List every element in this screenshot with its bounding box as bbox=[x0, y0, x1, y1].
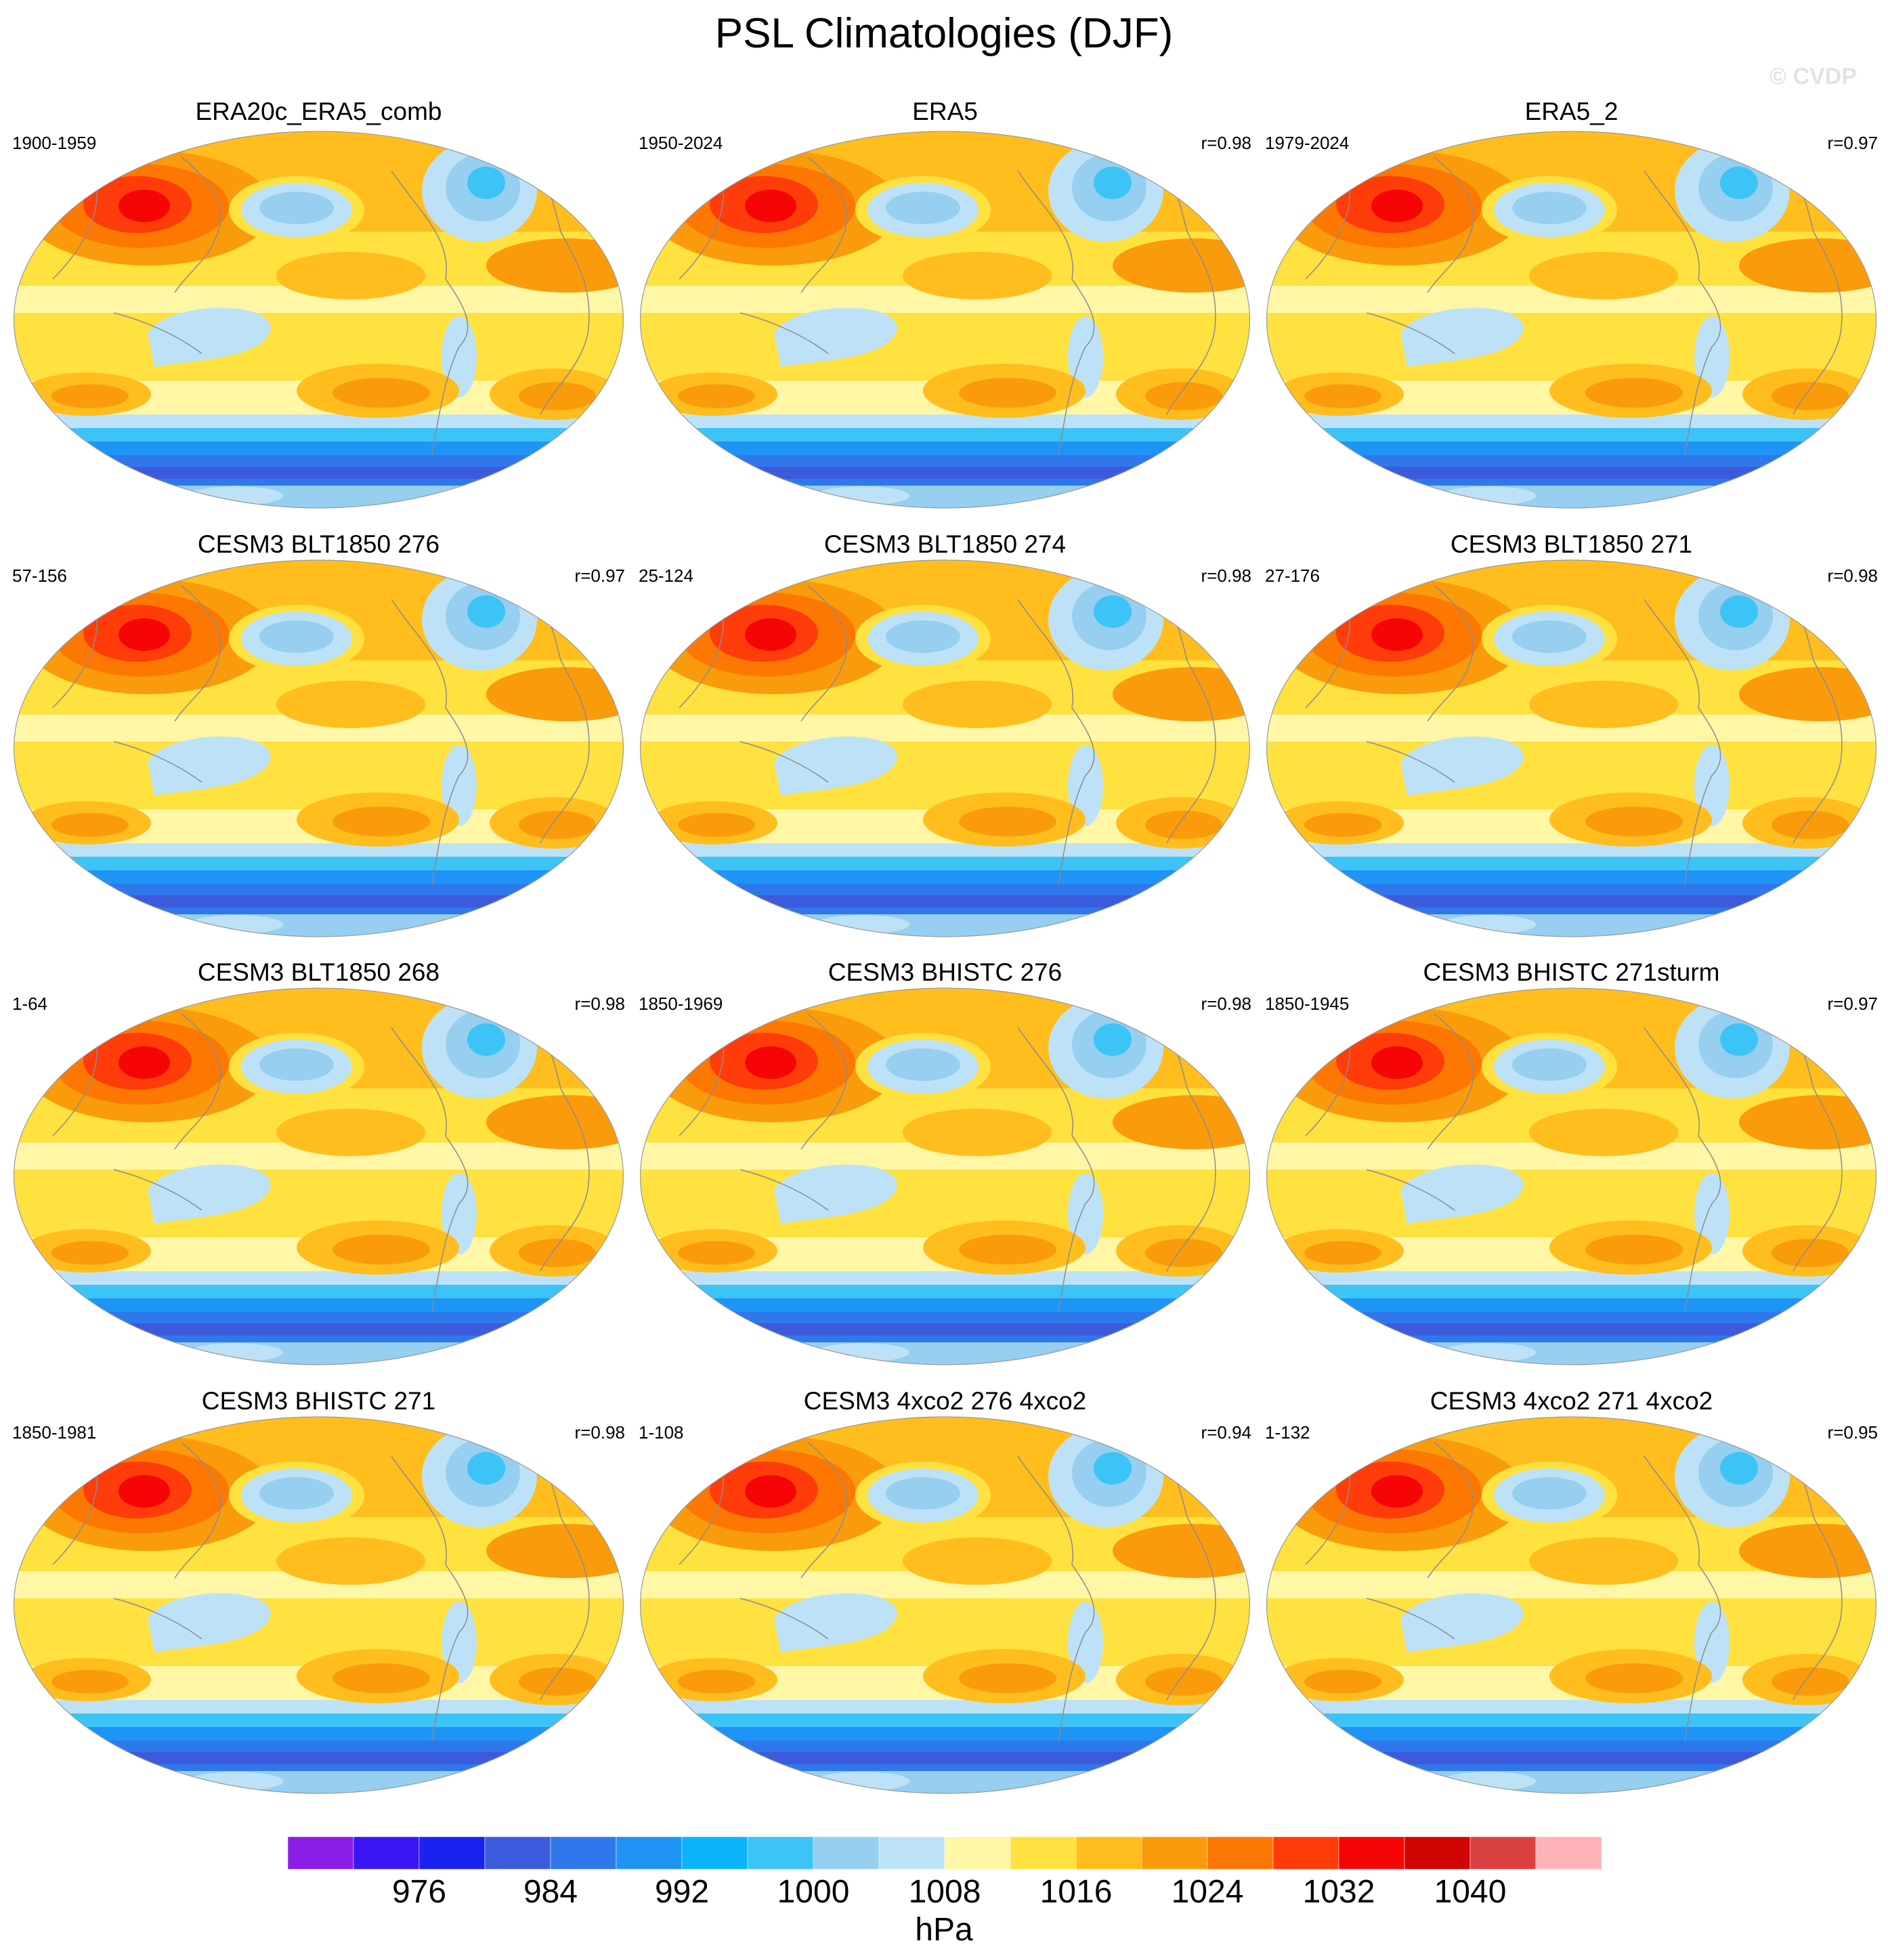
panel-period: 57-156 bbox=[12, 566, 67, 586]
panel-period: 1950-2024 bbox=[639, 133, 723, 153]
colorbar-swatch bbox=[1010, 1837, 1077, 1870]
psl-map bbox=[13, 131, 624, 509]
colorbar-swatch bbox=[484, 1837, 551, 1870]
panel-correlation: r=0.98 bbox=[574, 1422, 625, 1443]
colorbar-units: hPa bbox=[915, 1912, 973, 1948]
colorbar-tick-label: 1008 bbox=[908, 1874, 981, 1910]
panel-correlation: r=0.98 bbox=[574, 994, 625, 1014]
panel-period: 1-132 bbox=[1265, 1422, 1310, 1443]
panel-period: 1850-1945 bbox=[1265, 994, 1350, 1014]
watermark: © CVDP bbox=[1769, 64, 1857, 89]
panel-correlation: r=0.97 bbox=[574, 566, 625, 586]
colorbar-swatch bbox=[681, 1837, 748, 1870]
panel-correlation: r=0.95 bbox=[1827, 1422, 1878, 1443]
colorbar-swatch bbox=[1075, 1837, 1142, 1870]
panel-period: 1-108 bbox=[639, 1422, 684, 1443]
colorbar-swatch bbox=[1141, 1837, 1208, 1870]
panel-period: 1850-1981 bbox=[12, 1422, 97, 1443]
panel-correlation: r=0.97 bbox=[1827, 133, 1878, 153]
psl-map bbox=[1266, 559, 1877, 937]
psl-map bbox=[1266, 987, 1877, 1365]
colorbar-tick-label: 1024 bbox=[1171, 1874, 1244, 1910]
colorbar-tick-label: 984 bbox=[523, 1874, 578, 1910]
panel-title: CESM3 BHISTC 271sturm bbox=[1423, 958, 1720, 986]
colorbar-swatch bbox=[1207, 1837, 1274, 1870]
colorbar-swatch bbox=[288, 1837, 354, 1870]
colorbar-swatch bbox=[944, 1837, 1011, 1870]
panel-title: CESM3 BHISTC 271 bbox=[201, 1387, 436, 1415]
psl-map bbox=[13, 559, 624, 937]
colorbar-tick-label: 1040 bbox=[1434, 1874, 1507, 1910]
psl-map bbox=[639, 559, 1251, 937]
panel-title: CESM3 4xco2 271 4xco2 bbox=[1430, 1387, 1713, 1415]
panel-correlation: r=0.98 bbox=[1201, 566, 1251, 586]
psl-map bbox=[1266, 131, 1877, 509]
psl-map bbox=[1266, 1416, 1877, 1794]
panel-title: ERA5_2 bbox=[1524, 98, 1618, 125]
colorbar-tick-label: 1032 bbox=[1302, 1874, 1375, 1910]
colorbar-swatch bbox=[747, 1837, 814, 1870]
panel-correlation: r=0.98 bbox=[1827, 566, 1878, 586]
panel-period: 1-64 bbox=[12, 994, 48, 1014]
colorbar-swatch bbox=[550, 1837, 617, 1870]
panel-correlation: r=0.98 bbox=[1201, 994, 1251, 1014]
colorbar-tick-label: 1016 bbox=[1039, 1874, 1113, 1910]
colorbar-swatch bbox=[616, 1837, 683, 1870]
panel-title: ERA20c_ERA5_comb bbox=[195, 98, 442, 125]
colorbar bbox=[288, 1837, 1602, 1870]
colorbar-swatch bbox=[1535, 1837, 1602, 1870]
colorbar-tick-label: 992 bbox=[654, 1874, 710, 1910]
psl-map bbox=[639, 1416, 1251, 1794]
panel-period: 1850-1969 bbox=[639, 994, 723, 1014]
colorbar-swatch bbox=[1272, 1837, 1339, 1870]
colorbar-swatch bbox=[419, 1837, 486, 1870]
colorbar-swatch bbox=[1404, 1837, 1471, 1870]
panel-title: CESM3 BLT1850 268 bbox=[197, 958, 440, 986]
colorbar-tick-label: 1000 bbox=[777, 1874, 850, 1910]
colorbar-swatch bbox=[1338, 1837, 1405, 1870]
colorbar-swatch bbox=[353, 1837, 420, 1870]
panel-correlation: r=0.94 bbox=[1201, 1422, 1251, 1443]
psl-map bbox=[13, 987, 624, 1365]
panel-period: 27-176 bbox=[1265, 566, 1320, 586]
panel-title: CESM3 BLT1850 276 bbox=[197, 530, 440, 558]
colorbar-swatch bbox=[878, 1837, 945, 1870]
panel-title: CESM3 BLT1850 271 bbox=[1450, 530, 1693, 558]
panel-period: 1900-1959 bbox=[12, 133, 97, 153]
panel-title: CESM3 4xco2 276 4xco2 bbox=[803, 1387, 1087, 1415]
panel-period: 1979-2024 bbox=[1265, 133, 1350, 153]
colorbar-tick-label: 976 bbox=[391, 1874, 447, 1910]
panel-period: 25-124 bbox=[639, 566, 693, 586]
colorbar-swatch bbox=[1469, 1837, 1537, 1870]
panel-title: ERA5 bbox=[912, 98, 978, 125]
colorbar-swatch bbox=[813, 1837, 880, 1870]
panel-title: CESM3 BHISTC 276 bbox=[828, 958, 1063, 986]
panel-correlation: r=0.98 bbox=[1201, 133, 1251, 153]
psl-map bbox=[639, 131, 1251, 509]
psl-map bbox=[639, 987, 1251, 1365]
panel-title: CESM3 BLT1850 274 bbox=[823, 530, 1067, 558]
panel-correlation: r=0.97 bbox=[1827, 994, 1878, 1014]
figure-title: PSL Climatologies (DJF) bbox=[714, 10, 1174, 57]
psl-map bbox=[13, 1416, 624, 1794]
